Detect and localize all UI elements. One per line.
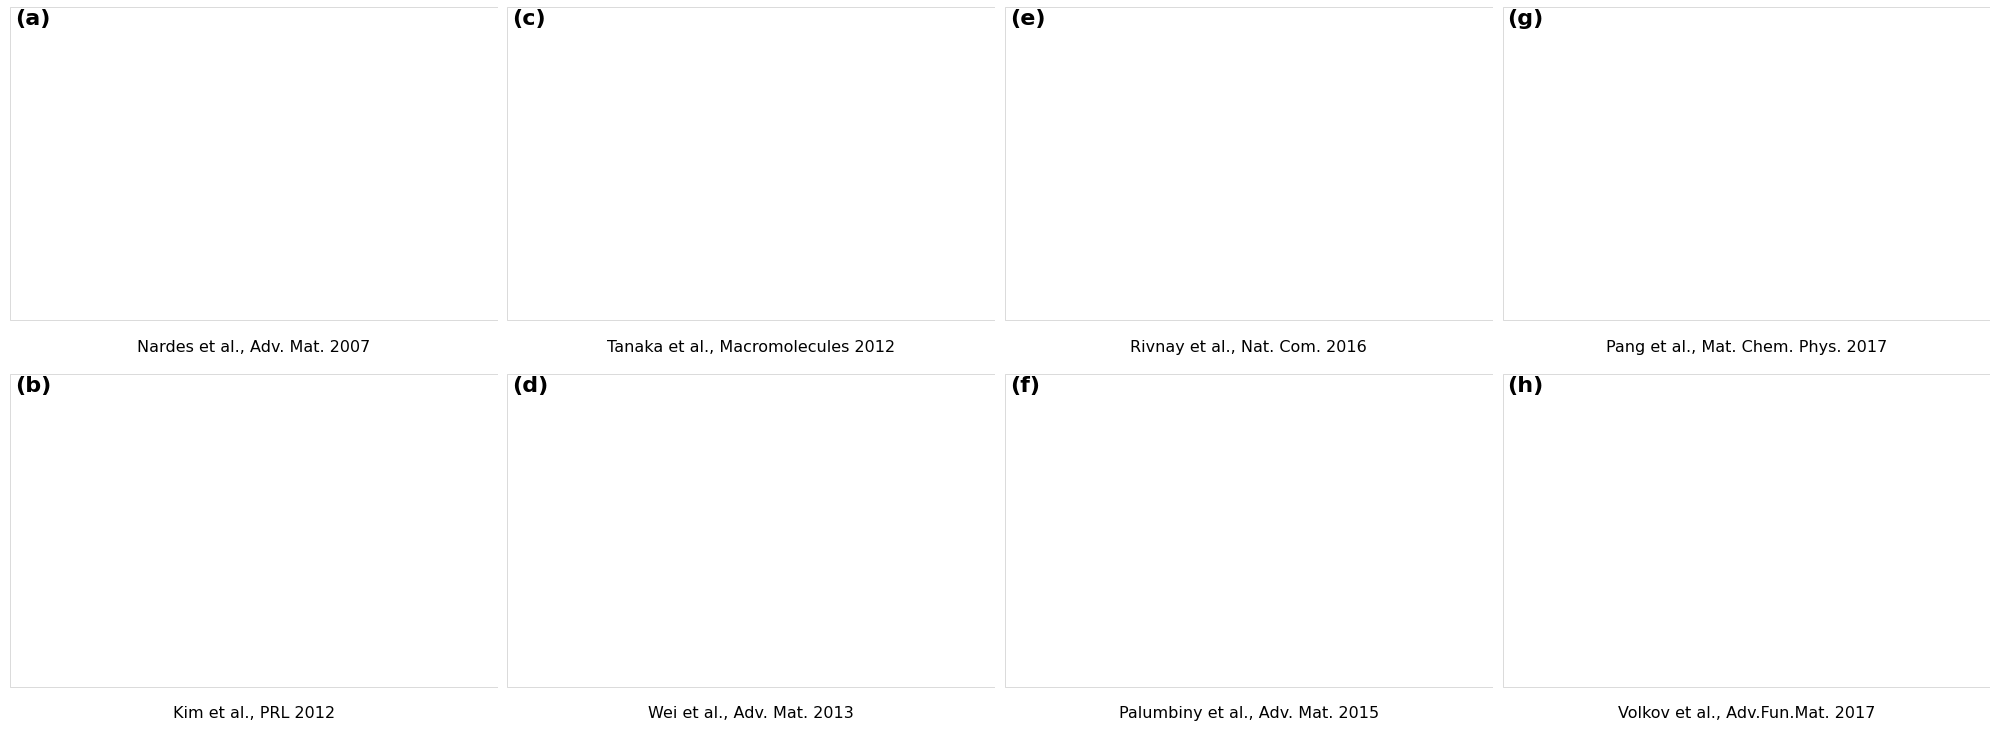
Text: (b): (b) [14, 376, 52, 396]
Bar [508, 7, 994, 320]
Bar [1004, 374, 1492, 687]
Text: Wei et al., Adv. Mat. 2013: Wei et al., Adv. Mat. 2013 [648, 706, 854, 722]
Text: Kim et al., PRL 2012: Kim et al., PRL 2012 [172, 706, 334, 722]
Text: (a): (a) [14, 9, 50, 29]
Text: (e): (e) [1010, 9, 1046, 29]
Text: Tanaka et al., Macromolecules 2012: Tanaka et al., Macromolecules 2012 [608, 340, 896, 354]
Text: (h): (h) [1508, 376, 1544, 396]
Text: Palumbiny et al., Adv. Mat. 2015: Palumbiny et al., Adv. Mat. 2015 [1118, 706, 1378, 722]
Bar [1502, 374, 1990, 687]
Text: Nardes et al., Adv. Mat. 2007: Nardes et al., Adv. Mat. 2007 [138, 340, 370, 354]
Text: (g): (g) [1508, 9, 1544, 29]
Text: Volkov et al., Adv.Fun.Mat. 2017: Volkov et al., Adv.Fun.Mat. 2017 [1618, 706, 1874, 722]
Bar [508, 374, 994, 687]
Text: (c): (c) [512, 9, 546, 29]
Text: (f): (f) [1010, 376, 1040, 396]
Text: (d): (d) [512, 376, 548, 396]
Text: Rivnay et al., Nat. Com. 2016: Rivnay et al., Nat. Com. 2016 [1130, 340, 1368, 354]
Bar [10, 374, 498, 687]
Text: Pang et al., Mat. Chem. Phys. 2017: Pang et al., Mat. Chem. Phys. 2017 [1606, 340, 1886, 354]
Bar [1004, 7, 1492, 320]
Bar [1502, 7, 1990, 320]
Bar [10, 7, 498, 320]
